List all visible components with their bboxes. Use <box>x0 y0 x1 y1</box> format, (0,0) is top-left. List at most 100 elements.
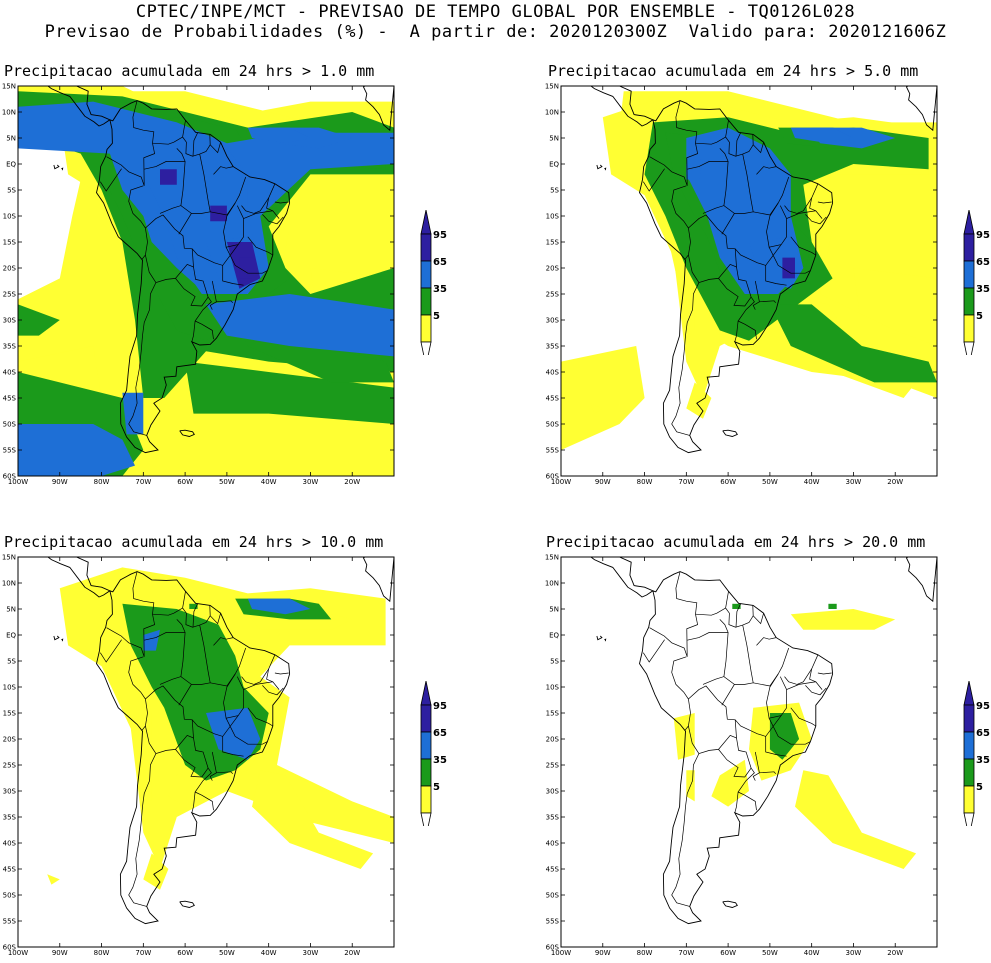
lon-tick-label: 80W <box>637 949 653 957</box>
probability-area <box>47 874 60 885</box>
lat-tick-label: 30S <box>3 317 17 325</box>
lat-tick-label: 10N <box>545 109 559 117</box>
probability-area <box>130 713 152 760</box>
lat-tick-label: 10N <box>545 580 559 588</box>
lat-tick-label: 10N <box>2 580 16 588</box>
lon-tick-label: 50W <box>762 478 778 486</box>
lat-tick-label: 55S <box>3 447 17 455</box>
lat-tick-label: 20S <box>3 265 17 273</box>
lon-tick-label: 70W <box>678 478 694 486</box>
probability-area <box>206 294 394 357</box>
lat-tick-label: 40S <box>3 840 17 848</box>
country-borders <box>100 571 289 907</box>
map-svg: 15N 10N 5N EQ 5S 10S 15S 20S 25S 30S 35S 40S 45S 50S 5… <box>545 554 938 957</box>
probability-shading <box>18 86 394 476</box>
probability-area <box>769 713 800 760</box>
lat-tick-label: 40S <box>3 369 17 377</box>
map-svg: 15N 10N 5N EQ 5S 10S 15S 20S 25S 30S 35S 40S 45S 50S 5… <box>2 83 395 486</box>
colorbar-label: 95 <box>433 701 447 712</box>
probability-area <box>247 127 311 144</box>
lat-tick-label: 35S <box>3 343 17 351</box>
lon-tick-label: 80W <box>94 949 110 957</box>
lon-tick-label: 30W <box>846 949 862 957</box>
colorbar-label: 65 <box>976 728 990 739</box>
panel-title-10mm: Precipitacao acumulada em 24 hrs > 10.0 … <box>4 533 384 551</box>
lat-tick-label: 50S <box>3 892 17 900</box>
lon-tick-label: 100W <box>8 478 28 486</box>
lat-tick-label: 5N <box>549 135 559 143</box>
coastlines <box>561 86 937 454</box>
probability-area <box>769 304 937 383</box>
colorbar-5mm: 95 65 35 5 <box>962 209 991 367</box>
lat-tick-label: 50S <box>546 892 560 900</box>
colorbar-label: 35 <box>976 755 990 766</box>
lon-tick-label: 100W <box>551 949 571 957</box>
lon-tick-label: 20W <box>887 949 903 957</box>
map-svg: 15N 10N 5N EQ 5S 10S 15S 20S 25S 30S 35S 40S 45S 50S 5… <box>545 83 938 486</box>
colorbar-label: 95 <box>976 230 990 241</box>
lon-tick-label: 70W <box>135 949 151 957</box>
probability-map-10mm: 15N 10N 5N EQ 5S 10S 15S 20S 25S 30S 35S 40S 45S 50S 5… <box>2 554 398 963</box>
lon-tick-label: 60W <box>720 949 736 957</box>
probability-area <box>782 257 795 279</box>
colorbar-label: 35 <box>433 755 447 766</box>
lat-tick-label: 20S <box>546 736 560 744</box>
lat-tick-label: 55S <box>546 447 560 455</box>
lon-tick-label: 20W <box>887 478 903 486</box>
lat-tick-label: 60S <box>3 944 17 952</box>
lon-tick-label: 30W <box>303 949 319 957</box>
lon-tick-label: 50W <box>762 949 778 957</box>
lat-tick-label: 5S <box>7 187 16 195</box>
lon-tick-label: 80W <box>637 478 653 486</box>
coastlines <box>18 86 394 454</box>
probability-area <box>185 361 394 424</box>
lon-tick-label: 90W <box>52 478 68 486</box>
probability-area <box>795 770 917 869</box>
lat-tick-label: 20S <box>546 265 560 273</box>
probability-area <box>143 158 160 180</box>
colorbar-20mm: 95 65 35 5 <box>962 680 991 838</box>
lat-tick-label: 25S <box>546 291 560 299</box>
colorbar-label: 35 <box>433 284 447 295</box>
probability-area <box>247 598 311 615</box>
lat-tick-label: 55S <box>3 918 17 926</box>
lat-tick-label: 25S <box>546 762 560 770</box>
lat-tick-label: EQ <box>549 632 559 640</box>
probability-area <box>18 304 60 336</box>
lon-tick-label: 20W <box>344 949 360 957</box>
lat-tick-label: 30S <box>3 788 17 796</box>
lat-tick-label: 25S <box>3 762 17 770</box>
lat-tick-label: 55S <box>546 918 560 926</box>
panel-title-1mm: Precipitacao acumulada em 24 hrs > 1.0 m… <box>4 62 375 80</box>
colorbar-1mm: 95 65 35 5 <box>419 209 449 367</box>
lat-tick-label: 30S <box>546 317 560 325</box>
map-frame <box>560 85 938 477</box>
lon-tick-label: 40W <box>804 949 820 957</box>
lat-tick-label: 5N <box>549 606 559 614</box>
lat-tick-label: 15S <box>546 239 560 247</box>
lat-tick-label: 10S <box>3 213 17 221</box>
country-borders <box>643 571 832 907</box>
lat-tick-label: EQ <box>549 161 559 169</box>
lat-tick-label: 60S <box>546 944 560 952</box>
probability-area <box>686 382 712 419</box>
colorbar-label: 5 <box>976 311 983 322</box>
probability-area <box>122 392 144 435</box>
lon-tick-label: 90W <box>52 949 68 957</box>
lat-tick-label: 50S <box>546 421 560 429</box>
colorbar-label: 95 <box>433 230 447 241</box>
colorbar-label: 5 <box>976 782 983 793</box>
lat-tick-label: 10S <box>546 213 560 221</box>
colorbar-label: 65 <box>433 257 447 268</box>
coastlines <box>18 557 394 925</box>
lon-tick-label: 60W <box>177 478 193 486</box>
probability-area <box>252 770 374 869</box>
lon-tick-label: 100W <box>8 949 28 957</box>
country-borders <box>100 100 289 436</box>
probability-area <box>160 169 177 185</box>
lat-tick-label: 20S <box>3 736 17 744</box>
lon-tick-label: 70W <box>135 478 151 486</box>
probability-area <box>18 424 135 476</box>
lat-tick-label: 50S <box>3 421 17 429</box>
country-borders <box>643 100 832 436</box>
